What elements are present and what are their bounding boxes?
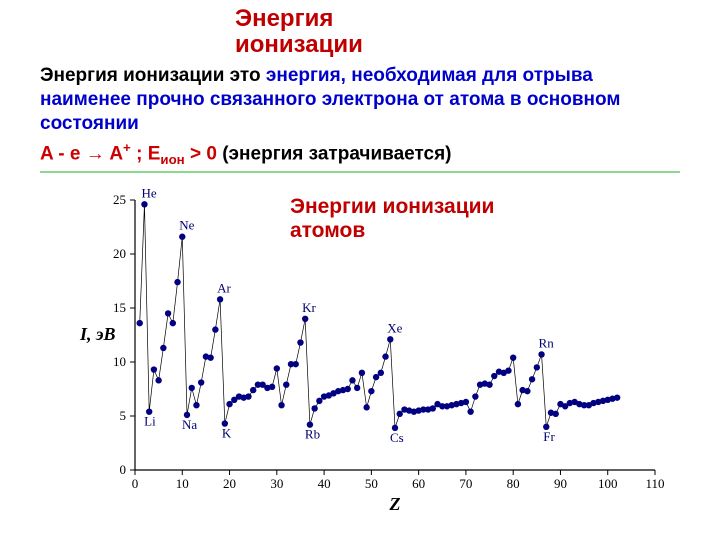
svg-text:Rn: Rn: [539, 335, 555, 350]
svg-text:70: 70: [459, 476, 472, 491]
slide-title: Энергия ионизации: [235, 6, 363, 59]
svg-text:50: 50: [365, 476, 378, 491]
svg-text:Rb: Rb: [305, 427, 320, 442]
underline-decoration: [40, 171, 680, 173]
eqn-sep: ;: [131, 143, 148, 164]
svg-text:100: 100: [598, 476, 618, 491]
title-line-1: Энергия: [235, 5, 333, 32]
svg-text:Ne: Ne: [179, 218, 194, 233]
svg-text:Fr: Fr: [543, 429, 555, 444]
svg-text:80: 80: [507, 476, 520, 491]
svg-text:20: 20: [223, 476, 236, 491]
svg-text:0: 0: [132, 476, 139, 491]
definition-part1: Энергия ионизации это: [40, 65, 266, 86]
svg-text:10: 10: [176, 476, 189, 491]
svg-text:20: 20: [113, 246, 126, 261]
svg-text:K: K: [222, 426, 232, 441]
svg-text:Kr: Kr: [302, 300, 316, 315]
svg-text:30: 30: [270, 476, 283, 491]
eqn-gt: > 0: [185, 143, 217, 164]
eqn-comment: (энергия затрачивается): [217, 143, 452, 164]
svg-text:110: 110: [645, 476, 664, 491]
svg-text:10: 10: [113, 354, 126, 369]
eqn-E-sub: ион: [160, 152, 184, 167]
definition-text: Энергия ионизации это энергия, необходим…: [40, 64, 680, 135]
eqn-E: E: [148, 143, 161, 164]
equation-line: A - e → A+ ; Eион > 0 (энергия затрачива…: [40, 140, 451, 167]
svg-text:15: 15: [113, 300, 126, 315]
eqn-lhs: A - e → A: [40, 143, 123, 164]
svg-text:90: 90: [554, 476, 567, 491]
svg-text:Z: Z: [389, 494, 401, 514]
chart-svg: 0 5 10 15 20 25 0 10 20 30 40 50 60 70 80 90 100 110 I, эВ…: [50, 180, 680, 530]
svg-text:Na: Na: [182, 417, 197, 432]
svg-text:Ar: Ar: [217, 280, 231, 295]
ionization-chart: 0 5 10 15 20 25 0 10 20 30 40 50 60 70 80 90 100 110 I, эВ…: [50, 180, 680, 530]
title-line-2: ионизации: [235, 31, 363, 58]
svg-text:Li: Li: [144, 414, 156, 429]
svg-text:5: 5: [120, 408, 127, 423]
svg-text:I, эВ: I, эВ: [79, 324, 115, 344]
svg-text:60: 60: [412, 476, 425, 491]
svg-text:He: He: [141, 185, 156, 200]
svg-text:25: 25: [113, 192, 126, 207]
svg-text:0: 0: [120, 462, 127, 477]
svg-text:40: 40: [318, 476, 331, 491]
svg-text:Xe: Xe: [387, 320, 402, 335]
svg-text:Cs: Cs: [390, 430, 404, 445]
eqn-plus: +: [123, 140, 131, 155]
